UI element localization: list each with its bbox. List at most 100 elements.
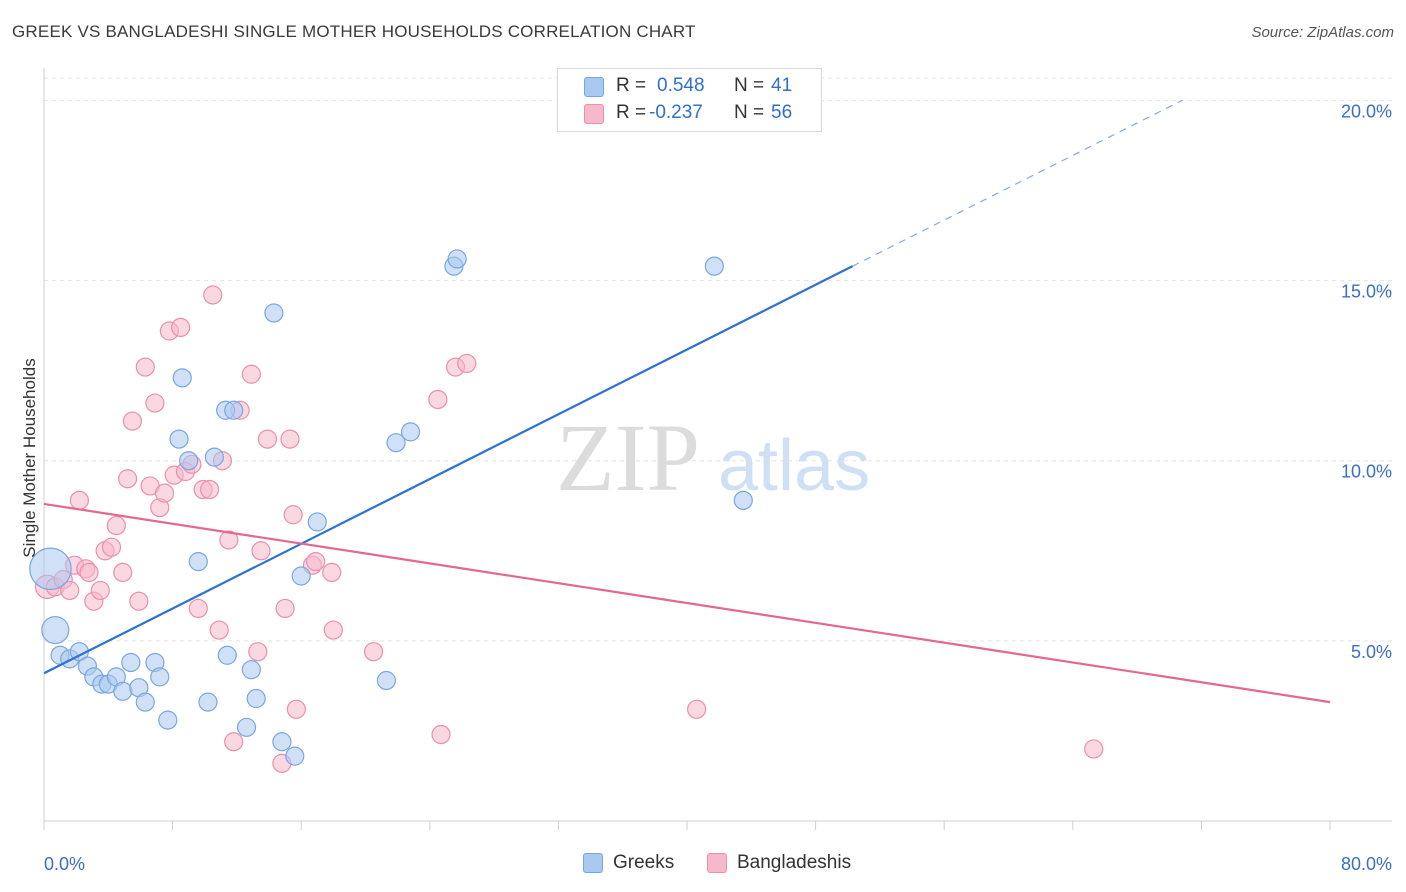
y-axis-label: Single Mother Households [20,358,39,557]
legend-swatch-greeks [584,77,604,97]
data-point [188,598,208,619]
bottom-legend-swatch-greeks [583,853,603,873]
data-point [106,515,126,536]
data-point [60,580,80,601]
data-point [188,551,208,572]
trend-lines [43,99,1331,704]
legend-swatch-bangladeshis [584,104,604,124]
legend-r-value-bangladeshis: -0.237 [649,102,703,123]
data-point [264,303,284,323]
legend-n-value-bangladeshis: 56 [771,102,793,123]
trend-line-extension [852,99,1183,267]
data-point [179,451,199,471]
data-point [428,389,448,410]
data-point [199,479,220,500]
data-point [69,490,89,510]
data-point [90,580,110,601]
data-point [198,692,218,712]
y-tick-label: 10.0% [1341,462,1392,482]
axes [43,68,1392,830]
data-point [400,422,421,442]
data-point [236,717,257,737]
data-point [1084,739,1104,759]
bottom-legend-label-greeks: Greeks [613,852,675,873]
data-point [307,512,327,532]
data-point [291,566,311,586]
data-point [154,483,175,503]
data-point [129,591,149,611]
data-point [209,620,229,640]
watermark-zip: ZIP [556,404,700,511]
x-tick-label: 80.0% [1341,854,1392,874]
y-tick-label: 20.0% [1341,101,1392,121]
watermark: ZIP atlas [556,404,870,511]
bottom-legend-swatch-bangladeshis [707,853,727,873]
data-point [322,562,342,583]
data-point [447,249,467,269]
data-point [733,490,753,510]
data-point [150,667,170,687]
data-point [251,541,271,561]
data-point [285,746,305,766]
data-point [283,505,303,525]
data-point [272,732,292,752]
x-tick-labels: 0.0% 80.0% [44,854,1392,874]
data-point [257,429,278,449]
data-point [121,652,141,673]
legend-n-label: N = [734,102,765,123]
data-point [376,670,396,691]
data-point [363,642,384,662]
data-point [171,317,191,338]
y-tick-labels: 5.0% 10.0% 15.0% 20.0% [1341,101,1392,661]
data-point [457,353,477,374]
legend-n-value-greeks: 41 [771,75,793,96]
data-point [217,645,237,665]
data-point [135,357,155,377]
data-point [241,660,261,680]
data-point [101,537,122,557]
y-tick-label: 15.0% [1341,282,1392,302]
data-point [224,732,244,752]
data-point [145,393,165,413]
data-point [79,562,99,583]
legend-n-label: N = [734,75,765,96]
data-point [113,562,133,583]
data-point [169,429,189,449]
data-point [704,256,724,276]
legend-r-label: R = [616,102,647,123]
legend-r-value-greeks: 0.548 [657,75,705,96]
bottom-legend-label-bangladeshis: Bangladeshis [737,852,852,873]
data-point [280,429,300,449]
data-point [203,285,223,305]
data-point [113,681,133,701]
data-point [135,692,155,712]
chart-title: GREEK VS BANGLADESHI SINGLE MOTHER HOUSE… [12,22,696,41]
data-point [122,411,143,431]
data-point [431,724,451,745]
data-point [117,469,138,489]
source-label: Source: ZipAtlas.com [1251,24,1394,41]
data-point [158,710,178,730]
series-bangladeshis [34,285,1104,773]
data-point [286,699,306,719]
legend: R = 0.548 N = 41 R = -0.237 N = 56 [557,68,822,132]
data-point [29,547,72,591]
data-point [246,688,266,709]
legend-r-label: R = [616,75,647,96]
series-greeks [29,249,753,766]
data-point [386,433,406,453]
trend-line [43,265,854,675]
gridlines [44,77,1392,642]
data-point [323,620,343,640]
data-point [204,447,224,467]
data-point [224,400,244,420]
y-tick-label: 5.0% [1351,642,1392,662]
data-point [306,551,326,572]
data-point [687,699,707,719]
data-point [275,598,295,619]
data-point [248,642,268,662]
data-point [219,530,239,550]
trend-line [43,502,1331,704]
x-tick-label: 0.0% [44,854,85,874]
